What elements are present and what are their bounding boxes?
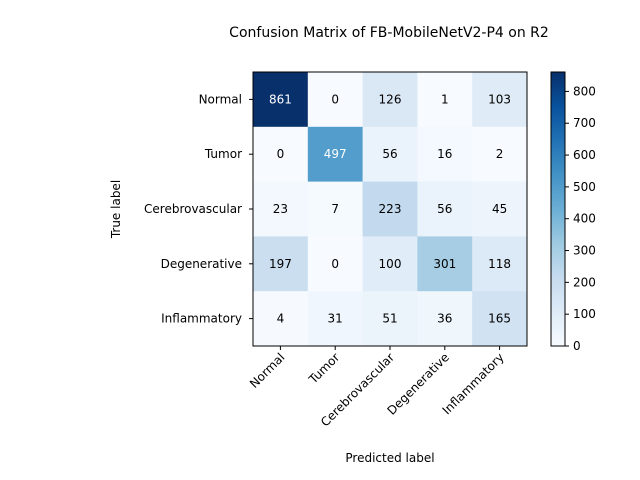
x-axis-ticks: Normal TumorCerebrovascularDegenerativeIn… [247,346,507,429]
heatmap-cell [472,72,528,128]
heatmap-cell [417,181,473,237]
cell-value-label: 2 [496,147,504,161]
x-tick-label: Tumor [305,350,342,387]
heatmap-cell [307,291,363,347]
colorbar [550,71,566,347]
y-tick-label: Cerebrovascular [144,202,242,216]
cell-value-label: 301 [433,257,456,271]
colorbar-tick-label: 600 [573,148,596,162]
cell-value-label: 16 [437,147,452,161]
colorbar-tick-label: 800 [573,84,596,98]
cell-value-label: 31 [328,312,343,326]
cell-value-label: 0 [331,257,339,271]
heatmap-cell [362,181,418,237]
colorbar-tick-label: 0 [573,339,581,353]
heatmap-cell [307,236,363,292]
x-axis-label: Predicted label [345,451,434,465]
heatmap-cells [253,72,528,347]
colorbar-tick-label: 400 [573,212,596,226]
heatmap-cell [253,126,309,182]
heatmap-cell [362,236,418,292]
cell-value-label: 861 [269,92,292,106]
heatmap-cell [417,126,473,182]
heatmap-cell [417,236,473,292]
cell-value-label: 103 [488,92,511,106]
cell-value-label: 0 [331,92,339,106]
cell-value-label: 51 [382,312,397,326]
cell-value-label: 36 [437,312,452,326]
colorbar-ticks: 0 100 200 300 400 500 600 700 800 [565,84,596,353]
cell-value-label: 497 [324,147,347,161]
cell-value-label: 165 [488,312,511,326]
cell-value-label: 23 [273,202,288,216]
heatmap-cell [417,72,473,128]
cell-value-label: 118 [488,257,511,271]
cell-value-label: 223 [379,202,402,216]
heatmap-cell [307,126,363,182]
heatmap-cell [362,291,418,347]
cell-value-label: 1 [441,92,449,106]
cell-value-label: 45 [492,202,507,216]
cell-value-label: 56 [382,147,397,161]
heatmap-cell [253,181,309,237]
heatmap-cell [253,72,309,128]
y-tick-label: Inflammatory [161,312,242,326]
heatmap-cell [307,181,363,237]
y-tick-label: Degenerative [161,257,242,271]
cell-value-label: 4 [277,312,285,326]
cell-value-label: 7 [331,202,339,216]
colorbar-tick-label: 300 [573,244,596,258]
y-tick-label: Tumor [204,147,242,161]
heatmap-cell [362,126,418,182]
cell-value-label: 126 [379,92,402,106]
cell-value-label: 0 [277,147,285,161]
colorbar-tick-label: 200 [573,275,596,289]
heatmap-cell [307,72,363,128]
chart-title: Confusion Matrix of FB-MobileNetV2-P4 on… [229,25,549,41]
cell-value-label: 100 [379,257,402,271]
y-tick-label: Normal [199,92,242,106]
colorbar-tick-label: 500 [573,180,596,194]
y-axis-ticks: Normal Tumor Cerebrovascular Degenerative In… [144,92,253,326]
y-axis-label: True label [109,180,123,239]
heatmap-cell [362,72,418,128]
heatmap-cell [253,291,309,347]
colorbar-tick-label: 100 [573,307,596,321]
heatmap-cell [417,291,473,347]
heatmap-cell [472,181,528,237]
colorbar-tick-label: 700 [573,116,596,130]
heatmap-cell [472,126,528,182]
heatmap-cell [472,291,528,347]
heatmap-cell [472,236,528,292]
heatmap-cell [253,236,309,292]
cell-value-label: 56 [437,202,452,216]
cell-value-label: 197 [269,257,292,271]
x-tick-label: Normal [247,350,288,391]
